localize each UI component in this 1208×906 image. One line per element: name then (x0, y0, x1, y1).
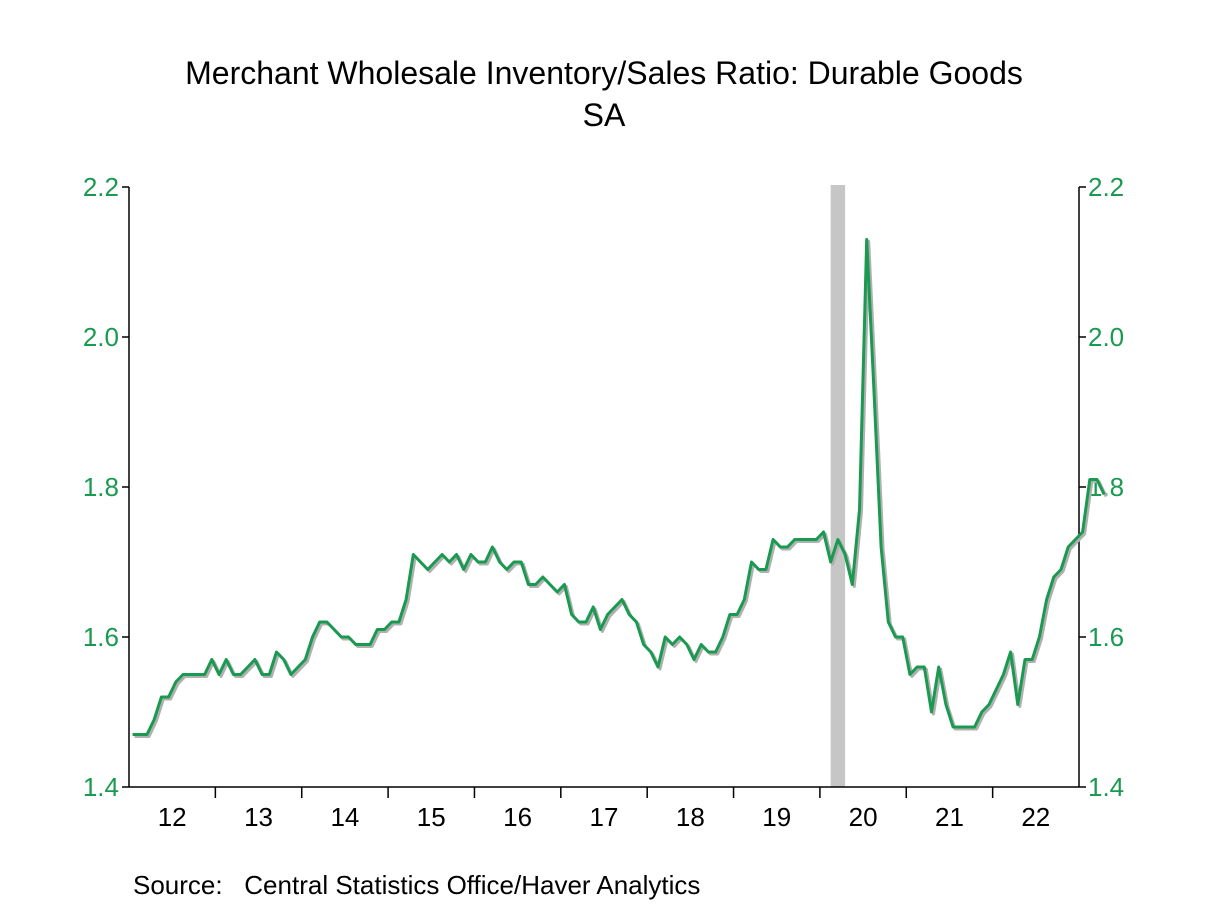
series-shadow-line-0 (134, 240, 1108, 738)
x-tick-label-5: 17 (590, 802, 619, 832)
y-tick-label-left-1: 1.6 (83, 622, 119, 652)
source-text: Central Statistics Office/Haver Analytic… (244, 870, 701, 900)
y-tick-label-right-3: 2.0 (1088, 322, 1124, 352)
y-tick-label-left-4: 2.2 (83, 172, 119, 202)
x-tick-label-8: 20 (849, 802, 878, 832)
x-tick-label-2: 14 (330, 802, 359, 832)
x-tick-label-0: 12 (158, 802, 187, 832)
x-tick-label-3: 15 (417, 802, 446, 832)
x-tick-label-4: 16 (503, 802, 532, 832)
chart-title: Merchant Wholesale Inventory/Sales Ratio… (185, 55, 1023, 91)
x-tick-label-10: 22 (1021, 802, 1050, 832)
x-tick-label-9: 21 (935, 802, 964, 832)
y-tick-label-left-3: 2.0 (83, 322, 119, 352)
recession-shading-layer (830, 185, 846, 787)
recession-band-0 (830, 185, 846, 787)
chart-title-block: Merchant Wholesale Inventory/Sales Ratio… (0, 52, 1208, 136)
series-line-0 (132, 238, 1106, 736)
axes-layer: 1.4 1.4 1.6 1.6 1.8 1.8 2.0 2.0 2.2 2.2 12 13 14 15 16… (83, 172, 1124, 832)
y-tick-label-left-0: 1.4 (83, 772, 119, 802)
y-tick-label-right-0: 1.4 (1088, 772, 1124, 802)
series-layer (132, 238, 1108, 738)
x-tick-label-6: 18 (676, 802, 705, 832)
x-tick-label-7: 19 (762, 802, 791, 832)
x-tick-label-1: 13 (244, 802, 273, 832)
y-tick-label-right-2: 1.8 (1088, 472, 1124, 502)
source-note: Source: Central Statistics Office/Haver … (133, 870, 700, 901)
y-tick-label-right-4: 2.2 (1088, 172, 1124, 202)
y-tick-label-left-2: 1.8 (83, 472, 119, 502)
source-label: Source: (133, 870, 223, 900)
y-tick-label-right-1: 1.6 (1088, 622, 1124, 652)
chart-subtitle: SA (582, 97, 626, 133)
